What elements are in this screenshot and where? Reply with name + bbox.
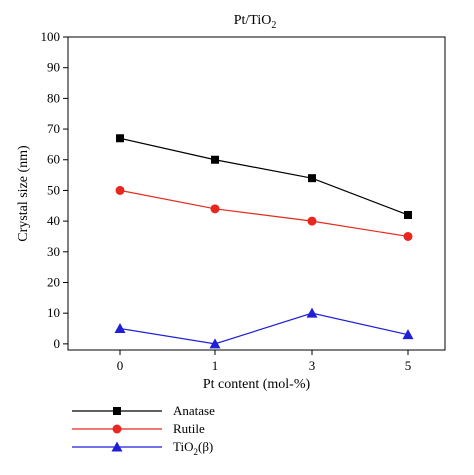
y-tick-label: 10: [47, 305, 60, 320]
x-tick-label: 3: [309, 358, 316, 373]
data-point: [115, 185, 125, 195]
y-tick-label: 60: [47, 152, 60, 167]
data-point: [210, 204, 220, 214]
series-3: [114, 307, 414, 349]
legend-marker: [112, 424, 122, 434]
y-axis-label: Crystal size (nm): [16, 145, 31, 242]
chart-title: Pt/TiO2: [234, 13, 277, 31]
legend-label-text: TiO: [173, 439, 193, 454]
series-layer: [114, 134, 414, 349]
legend-marker: [113, 407, 121, 415]
legend: Anatase Rutile TiO2(β): [72, 403, 215, 457]
legend-label: TiO2(β): [173, 439, 213, 457]
legend-item: TiO2(β): [72, 439, 213, 457]
legend-item: Rutile: [72, 421, 205, 436]
y-tick-label: 40: [47, 213, 60, 228]
data-point: [116, 134, 124, 143]
data-point: [306, 307, 318, 318]
series-line: [119, 137, 409, 216]
data-point: [308, 174, 316, 183]
y-tick-label: 50: [47, 182, 60, 197]
legend-label-suffix: (β): [198, 439, 213, 454]
chart-title-subscript: 2: [271, 20, 276, 31]
x-axis-ticks: 0 1 3 5: [117, 350, 412, 373]
chart-title-text: Pt/TiO: [234, 13, 272, 28]
data-point: [402, 329, 414, 340]
legend-label-text: Rutile: [173, 421, 205, 436]
y-axis-ticks: 0 10 20 30 40 50 60 70 80 90 100: [41, 29, 68, 351]
plot-frame: [67, 36, 446, 351]
data-point: [114, 323, 126, 334]
x-tick-label: 0: [117, 358, 124, 373]
y-tick-label: 20: [47, 274, 60, 289]
data-point: [307, 216, 317, 226]
data-point: [403, 231, 413, 241]
legend-label: Rutile: [173, 421, 205, 436]
legend-item: Anatase: [72, 403, 215, 418]
legend-label: Anatase: [173, 403, 215, 418]
y-tick-label: 90: [47, 60, 60, 75]
data-point: [211, 155, 219, 164]
legend-marker: [111, 441, 123, 452]
x-axis-label: Pt content (mol-%): [203, 377, 311, 392]
y-tick-label: 70: [47, 121, 60, 136]
legend-label-text: Anatase: [173, 403, 215, 418]
y-tick-label: 30: [47, 244, 60, 259]
data-point: [404, 210, 412, 219]
x-tick-label: 5: [405, 358, 412, 373]
series-1: [116, 134, 412, 219]
x-tick-label: 1: [212, 358, 219, 373]
legend-label-subscript: 2: [193, 447, 198, 457]
y-tick-label: 80: [47, 90, 60, 105]
series-2: [115, 185, 413, 241]
series-line: [119, 312, 409, 345]
data-point: [209, 338, 221, 349]
y-tick-label: 0: [54, 336, 61, 351]
series-line: [119, 189, 409, 238]
y-tick-label: 100: [41, 29, 61, 44]
